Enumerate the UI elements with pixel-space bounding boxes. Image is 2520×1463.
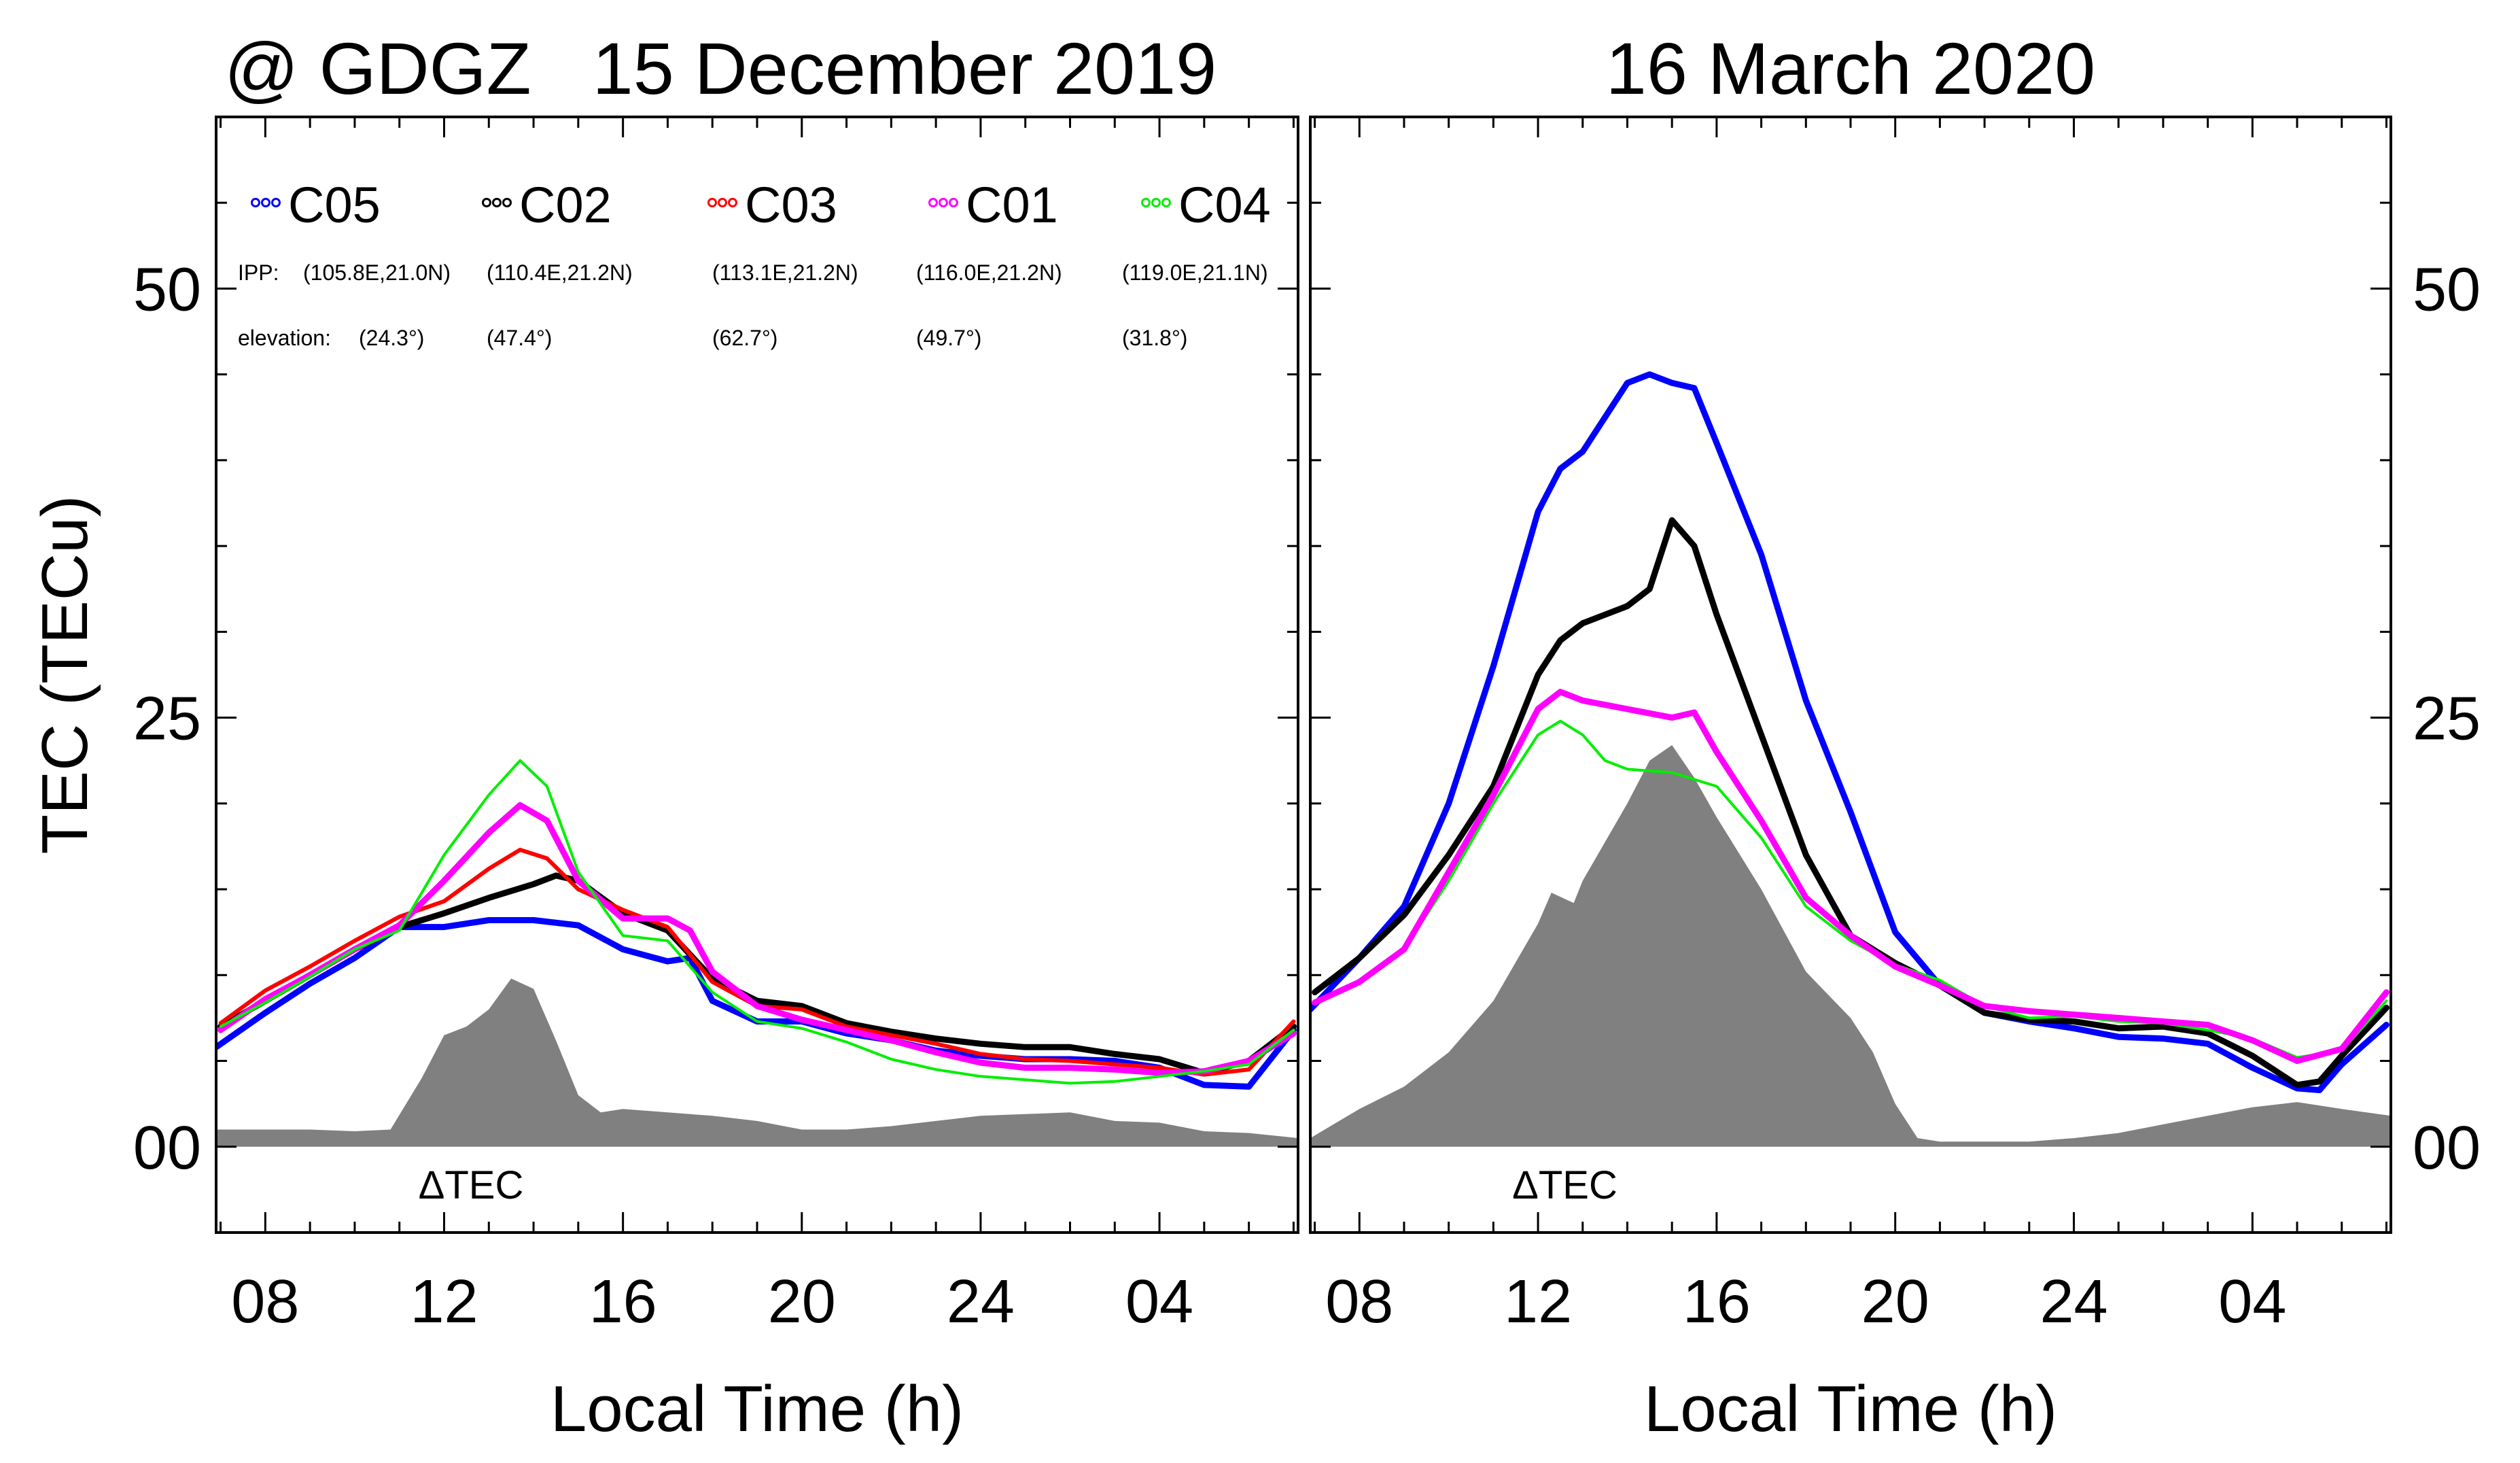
delta-tec-label: ΔTEC [419, 1163, 524, 1207]
ipp-value: (119.0E,21.1N) [1122, 260, 1268, 285]
panel-title: 16 March 2020 [1606, 27, 2095, 109]
panel-right: 08 12 16 20 24 04 00 25 50 16 March 2020 Local Tim… [1309, 27, 2481, 1445]
legend-item-c03: C03 [707, 177, 837, 233]
panel-left: 08 12 16 20 24 04 00 25 50 @ GDGZ 15 December 201… [29, 27, 1299, 1445]
elevation-value: (62.7°) [712, 326, 777, 350]
legend-marker [1151, 198, 1161, 207]
y-tick-label: 00 [133, 1114, 201, 1182]
legend-marker [251, 198, 260, 207]
ipp-value: (110.4E,21.2N) [487, 260, 633, 285]
series-line-c02 [217, 872, 1297, 1076]
legend-item-c04: C04 [1141, 177, 1271, 233]
legend-marker [718, 198, 727, 207]
legend-marker [271, 198, 281, 207]
series-line-c01 [217, 802, 1297, 1076]
ipp-header: IPP: [238, 260, 279, 285]
y-tick-label: 00 [2413, 1114, 2481, 1182]
legend-item-c01: C01 [928, 177, 1058, 233]
elevation-value: (24.3°) [359, 326, 424, 350]
panel-title: @ GDGZ 15 December 2019 [224, 27, 1217, 109]
legend-marker [492, 198, 502, 207]
x-tick-label: 12 [410, 1268, 478, 1336]
ipp-value: (113.1E,21.2N) [712, 260, 858, 285]
x-axis-label: Local Time (h) [1644, 1373, 2057, 1445]
series-line-c03 [218, 848, 1296, 1077]
series-line-c04 [219, 759, 1295, 1085]
legend: C05 C02 C03 C01 C04 IPP: (105.8E,21.0N) (110.4E… [238, 177, 1271, 350]
legend-label: C01 [966, 177, 1058, 233]
elevation-value: (47.4°) [487, 326, 552, 350]
x-axis-label: Local Time (h) [550, 1373, 964, 1445]
legend-marker [728, 198, 737, 207]
legend-marker [928, 198, 938, 207]
legend-marker [482, 198, 491, 207]
x-tick-label: 16 [589, 1268, 657, 1336]
x-tick-label: 12 [1504, 1268, 1572, 1336]
elevation-value: (49.7°) [916, 326, 981, 350]
elevation-value: (31.8°) [1122, 326, 1187, 350]
y-tick-label: 25 [2413, 685, 2481, 753]
y-tick-label: 25 [133, 685, 201, 753]
y-tick-label: 50 [2413, 256, 2481, 324]
x-tick-label: 04 [2218, 1268, 2286, 1336]
delta-tec-label: ΔTEC [1512, 1163, 1617, 1207]
series-line-c05 [1310, 371, 2390, 1093]
legend-marker [261, 198, 270, 207]
legend-marker [949, 198, 958, 207]
x-tick-label: 08 [231, 1268, 299, 1336]
x-tick-label: 24 [2040, 1268, 2107, 1336]
legend-label: C03 [745, 177, 837, 233]
x-tick-label: 20 [768, 1268, 836, 1336]
legend-marker [1141, 198, 1151, 207]
y-tick-label: 50 [133, 256, 201, 324]
legend-marker [707, 198, 717, 207]
delta-tec-area [216, 978, 1298, 1147]
legend-label: C02 [519, 177, 612, 233]
ipp-value: (105.8E,21.0N) [303, 260, 451, 285]
legend-marker [939, 198, 948, 207]
series-line-c02 [1312, 517, 2390, 1088]
legend-label: C05 [288, 177, 381, 233]
series-line-c04 [1313, 719, 2388, 1059]
delta-tec-area [1310, 745, 2391, 1147]
x-tick-label: 16 [1683, 1268, 1751, 1336]
ipp-value: (116.0E,21.2N) [916, 260, 1062, 285]
y-axis-label: TEC (TECu) [29, 496, 101, 855]
legend-item-c05: C05 [251, 177, 381, 233]
legend-item-c02: C02 [482, 177, 612, 233]
legend-label: C04 [1178, 177, 1271, 233]
x-tick-label: 20 [1861, 1268, 1929, 1336]
legend-marker [1161, 198, 1171, 207]
elevation-header: elevation: [238, 326, 331, 350]
series-line-c01 [1312, 689, 2390, 1064]
x-tick-label: 08 [1325, 1268, 1393, 1336]
legend-marker [502, 198, 512, 207]
x-tick-label: 04 [1125, 1268, 1193, 1336]
x-tick-label: 24 [947, 1268, 1015, 1336]
